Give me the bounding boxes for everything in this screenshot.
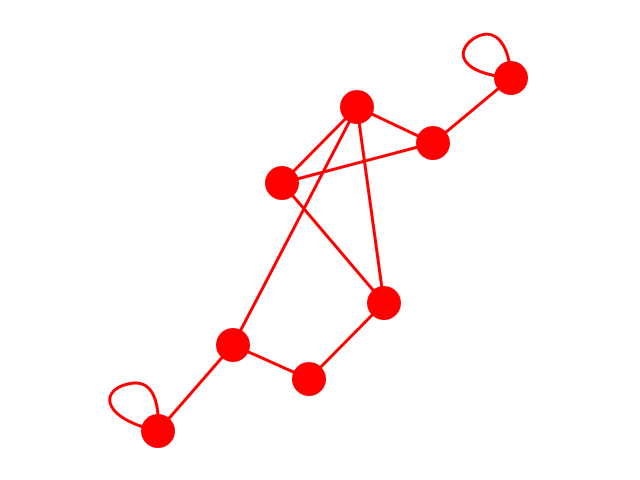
node-n5 bbox=[265, 166, 299, 200]
edge-n3-n4 bbox=[307, 301, 386, 381]
node-layer bbox=[141, 61, 528, 448]
node-n3 bbox=[292, 362, 326, 396]
node-n2 bbox=[216, 328, 250, 362]
self-loop-n8 bbox=[461, 32, 513, 80]
node-n7 bbox=[416, 126, 450, 160]
edge-n2-n6 bbox=[231, 105, 359, 347]
edge-n1-n2 bbox=[156, 343, 235, 433]
edge-layer bbox=[156, 76, 513, 433]
self-loop-n1 bbox=[108, 381, 160, 433]
self-loop-layer bbox=[108, 32, 513, 433]
node-n6 bbox=[340, 90, 374, 124]
node-n4 bbox=[367, 286, 401, 320]
edge-n4-n5 bbox=[280, 181, 386, 305]
node-n8 bbox=[494, 61, 528, 95]
edge-n5-n6 bbox=[280, 105, 359, 185]
node-n1 bbox=[141, 414, 175, 448]
edge-n4-n6 bbox=[355, 105, 386, 305]
edge-n5-n7 bbox=[280, 141, 435, 185]
